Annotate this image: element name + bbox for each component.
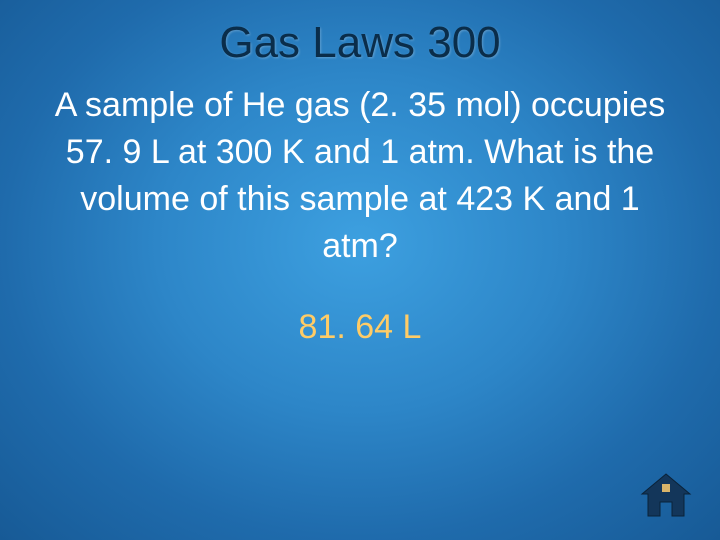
home-button[interactable] bbox=[640, 472, 692, 518]
answer-text: 81. 64 L bbox=[40, 308, 680, 347]
slide-title: Gas Laws 300 bbox=[40, 18, 680, 68]
jeopardy-slide: Gas Laws 300 A sample of He gas (2. 35 m… bbox=[0, 0, 720, 540]
question-text: A sample of He gas (2. 35 mol) occupies … bbox=[40, 82, 680, 270]
home-icon bbox=[640, 472, 692, 518]
